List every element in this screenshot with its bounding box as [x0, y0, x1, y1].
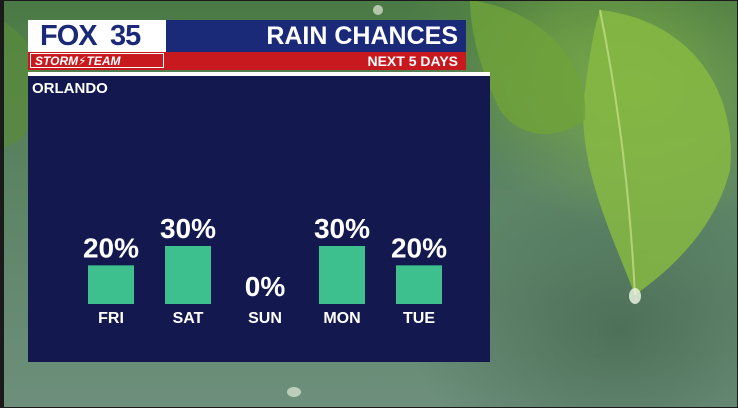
leaf-top — [470, 0, 586, 134]
logo-number: 35 — [110, 20, 141, 52]
water-drop — [629, 288, 641, 304]
graphic-title: RAIN CHANCES — [266, 22, 458, 50]
title-bar: RAIN CHANCES — [166, 20, 466, 52]
leaf-right — [583, 9, 731, 296]
bar-fri — [88, 265, 134, 304]
rain-chance-chart: 20% FRI 30% SAT 0% SUN 30% MON 20% TUE — [83, 213, 447, 327]
category-label-fri: FRI — [98, 310, 124, 327]
chart-panel: ORLANDO 20% FRI 30% SAT 0% SUN 30% MON 20% TUE — [28, 76, 490, 362]
panel-top-rule — [28, 72, 490, 76]
value-label-sun: 0% — [245, 271, 286, 302]
bar-tue — [396, 265, 442, 304]
category-label-tue: TUE — [403, 310, 435, 327]
category-label-mon: MON — [323, 310, 360, 327]
logo-text: FOX — [40, 20, 98, 52]
value-label-sat: 30% — [160, 213, 216, 244]
category-label-sat: SAT — [173, 310, 204, 327]
water-drop — [287, 387, 301, 397]
value-label-mon: 30% — [314, 213, 370, 244]
storm-team-label: STORM⚡TEAM — [35, 54, 121, 68]
water-drop — [373, 5, 383, 15]
value-label-tue: 20% — [391, 232, 447, 263]
storm-team-badge: STORM⚡TEAM — [30, 53, 164, 68]
location-label: ORLANDO — [32, 80, 108, 97]
graphic-subtitle: NEXT 5 DAYS — [367, 53, 458, 69]
subtitle-bar: STORM⚡TEAM NEXT 5 DAYS — [28, 52, 466, 70]
bar-mon — [319, 246, 365, 304]
station-logo: FOX 35 — [28, 20, 166, 52]
value-label-fri: 20% — [83, 232, 139, 263]
bar-sat — [165, 246, 211, 304]
broadcast-header: FOX 35 RAIN CHANCES STORM⚡TEAM NEXT 5 DA… — [28, 20, 466, 72]
category-label-sun: SUN — [248, 310, 282, 327]
frame-edge — [0, 0, 4, 408]
